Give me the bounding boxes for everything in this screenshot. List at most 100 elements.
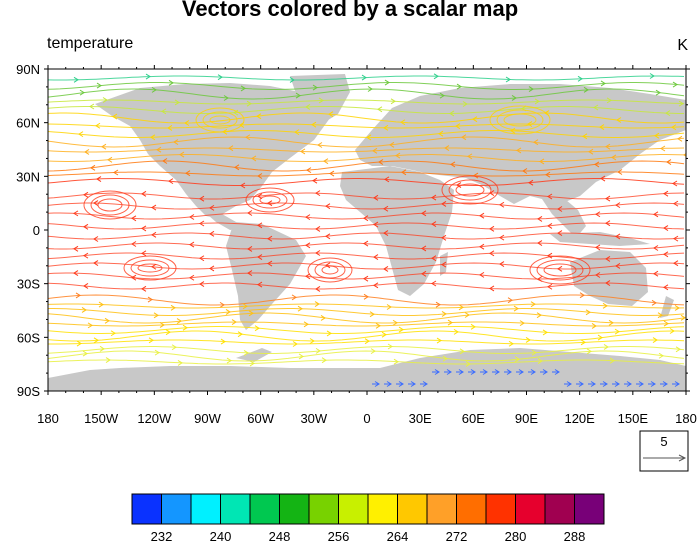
vector-arrowhead bbox=[398, 381, 404, 387]
vector-arrowhead bbox=[305, 242, 311, 249]
vector-arrowhead bbox=[658, 352, 664, 359]
vector-arrowhead bbox=[536, 312, 542, 319]
vector-arrowhead bbox=[381, 331, 387, 338]
vector-arrowhead bbox=[317, 142, 323, 148]
vector-arrowhead bbox=[675, 346, 681, 353]
vector-arrowhead bbox=[73, 76, 79, 83]
vector-arrowhead bbox=[507, 297, 513, 304]
vector-arrowhead bbox=[372, 147, 378, 154]
vector-arrowhead bbox=[494, 369, 500, 375]
colorbar-label: 272 bbox=[446, 529, 468, 544]
vector-arrowhead bbox=[267, 235, 273, 242]
vector-arrowhead bbox=[566, 381, 572, 387]
vector-arrowhead bbox=[165, 329, 171, 336]
vector-arrowhead bbox=[513, 305, 519, 312]
vector-arrowhead bbox=[147, 296, 153, 303]
vector-arrowhead bbox=[433, 73, 439, 80]
vector-arrowhead bbox=[586, 348, 592, 355]
gyre-streamline bbox=[97, 198, 123, 212]
vector-arrowhead bbox=[617, 169, 623, 175]
vector-arrowhead bbox=[542, 369, 548, 375]
x-tick-label: 150W bbox=[84, 411, 119, 426]
vector-arrowhead bbox=[499, 201, 505, 208]
vector-arrowhead bbox=[311, 121, 317, 128]
streamline bbox=[48, 350, 685, 362]
vector-arrowhead bbox=[554, 369, 560, 375]
vector-arrowhead bbox=[315, 347, 321, 354]
vector-arrowhead bbox=[145, 73, 151, 80]
streamline bbox=[48, 106, 684, 114]
vector-arrowhead bbox=[605, 255, 611, 262]
vector-arrowhead bbox=[81, 307, 87, 313]
vector-arrowhead bbox=[217, 74, 223, 81]
vector-arrowhead bbox=[297, 305, 303, 312]
vector-arrowhead bbox=[653, 211, 659, 218]
vector-arrowhead bbox=[199, 281, 205, 287]
vector-arrowhead bbox=[105, 357, 111, 363]
vector-arrowhead bbox=[318, 97, 324, 104]
vector-arrowhead bbox=[363, 240, 369, 247]
gyre-streamline bbox=[202, 111, 238, 129]
vector-arrowhead bbox=[199, 220, 205, 227]
streamline bbox=[48, 212, 685, 220]
vector-arrowhead bbox=[674, 305, 680, 311]
vector-arrowhead bbox=[654, 132, 660, 139]
vector-arrowhead bbox=[237, 331, 243, 338]
vector-arrowhead bbox=[387, 343, 393, 350]
vector-arrowhead bbox=[473, 172, 479, 179]
vector-arrowhead bbox=[90, 164, 96, 171]
vector-arrowhead bbox=[450, 161, 456, 168]
new-zealand-landmass bbox=[660, 296, 674, 318]
vector-arrowhead bbox=[456, 83, 462, 90]
vector-arrowhead bbox=[557, 206, 563, 212]
streamline bbox=[48, 359, 685, 365]
vector-arrowhead bbox=[456, 182, 462, 188]
vector-arrowhead bbox=[593, 104, 599, 111]
vector-arrowhead bbox=[446, 369, 452, 375]
vector-arrowhead bbox=[605, 143, 611, 150]
vector-arrowhead bbox=[309, 338, 315, 344]
reference-arrow-head bbox=[678, 454, 687, 462]
vector-arrowhead bbox=[600, 80, 606, 87]
vector-arrowhead bbox=[595, 211, 601, 218]
vector-arrowhead bbox=[110, 330, 116, 337]
vector-arrowhead bbox=[615, 263, 621, 269]
vector-arrowhead bbox=[660, 145, 666, 152]
vector-arrowhead bbox=[150, 134, 156, 141]
vector-arrowhead bbox=[189, 214, 195, 220]
vector-arrowhead bbox=[242, 303, 248, 310]
vector-arrowhead bbox=[189, 241, 195, 248]
vector-arrowhead bbox=[159, 322, 165, 328]
vector-arrowhead bbox=[257, 173, 263, 179]
vector-arrowhead bbox=[93, 200, 99, 206]
vector-arrowhead bbox=[606, 97, 612, 104]
gyre-streamline bbox=[252, 191, 288, 209]
vector-arrowhead bbox=[256, 113, 262, 120]
vector-arrowhead bbox=[104, 317, 110, 324]
north-america-landmass bbox=[95, 83, 330, 218]
vector-arrowhead bbox=[449, 110, 455, 117]
colorbar-label: 288 bbox=[564, 529, 586, 544]
vector-arrowhead bbox=[421, 210, 427, 217]
vector-arrowhead bbox=[363, 275, 369, 282]
vector-arrowhead bbox=[663, 190, 669, 197]
vector-field bbox=[48, 73, 686, 387]
colorbar-swatch bbox=[249, 493, 280, 525]
vector-arrowhead bbox=[393, 358, 399, 365]
vector-arrowhead bbox=[577, 75, 583, 82]
vector-arrowhead bbox=[234, 164, 240, 171]
vector-arrowhead bbox=[464, 312, 470, 318]
vector-arrowhead bbox=[247, 270, 253, 277]
vector-arrowhead bbox=[649, 73, 655, 79]
vector-arrowhead bbox=[537, 240, 543, 246]
units-label: K bbox=[677, 37, 688, 54]
vector-arrowhead bbox=[511, 95, 517, 101]
vector-arrowhead bbox=[257, 222, 263, 229]
streamline bbox=[48, 112, 685, 124]
vector-arrowhead bbox=[292, 341, 298, 347]
vector-arrowhead bbox=[312, 177, 318, 184]
vector-arrowhead bbox=[597, 334, 603, 341]
vector-arrowhead bbox=[366, 134, 372, 141]
gyre-streamline bbox=[448, 179, 492, 201]
